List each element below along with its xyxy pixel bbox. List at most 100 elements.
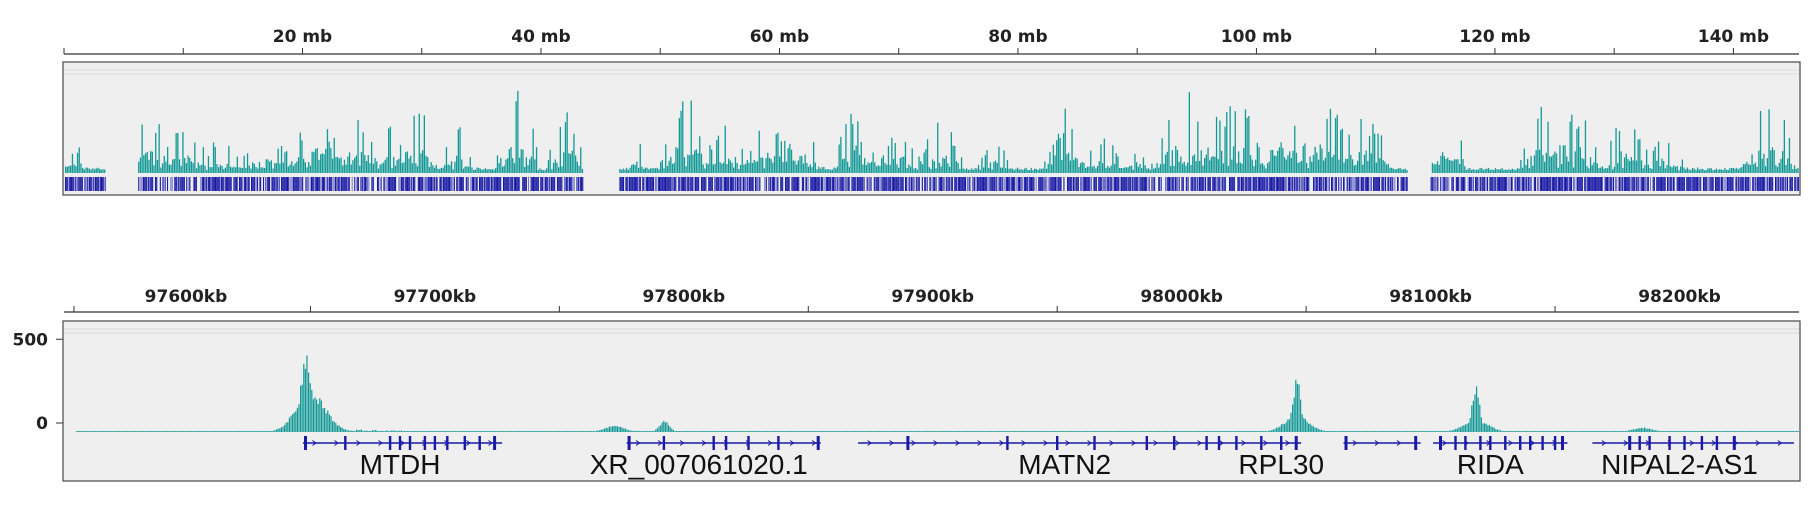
overview-signal-bar xyxy=(1564,145,1566,173)
overview-gene-mark xyxy=(1706,177,1708,191)
locus-signal-bar xyxy=(1448,430,1450,432)
overview-gene-mark xyxy=(1171,177,1173,191)
overview-gene-mark xyxy=(909,177,911,191)
overview-gene-mark xyxy=(1259,177,1261,191)
locus-signal-bar xyxy=(1636,429,1638,432)
locus-signal-bar xyxy=(1487,425,1489,432)
overview-gene-mark xyxy=(1112,177,1114,191)
locus-signal-bar xyxy=(245,431,247,432)
locus-signal-bar xyxy=(1316,427,1318,432)
locus-signal-bar xyxy=(1506,431,1508,432)
locus-signal-bar xyxy=(693,431,695,432)
overview-gene-mark xyxy=(866,177,868,191)
locus-signal-bar xyxy=(818,431,820,432)
locus-signal-bar xyxy=(1645,428,1647,432)
overview-signal-bar xyxy=(862,164,864,173)
overview-gene-mark xyxy=(998,177,1000,191)
overview-signal-bar xyxy=(1727,170,1729,173)
overview-gene-mark xyxy=(513,177,515,191)
overview-gene-mark xyxy=(463,177,464,191)
overview-signal-bar xyxy=(1105,167,1107,173)
overview-gene-mark xyxy=(873,177,875,191)
locus-signal-bar xyxy=(1364,431,1366,432)
overview-gene-mark xyxy=(348,177,350,191)
locus-signal-bar xyxy=(276,429,278,432)
locus-signal-bar xyxy=(842,431,844,432)
overview-signal-bar xyxy=(814,162,816,173)
locus-signal-bar xyxy=(1204,431,1206,432)
locus-signal-bar xyxy=(1356,431,1358,432)
overview-gene-mark xyxy=(560,177,562,191)
overview-signal-bar xyxy=(141,124,143,173)
overview-gene-mark xyxy=(921,177,923,191)
overview-signal-bar xyxy=(1455,159,1457,173)
overview-gene-mark xyxy=(516,177,518,191)
overview-signal-bar xyxy=(1533,155,1536,173)
overview-gene-mark xyxy=(1784,177,1786,191)
overview-signal-bar xyxy=(773,156,776,173)
overview-signal-bar xyxy=(1056,140,1058,173)
overview-signal-bar xyxy=(160,167,162,173)
overview-gene-mark xyxy=(1196,177,1198,191)
overview-signal-bar xyxy=(1603,168,1605,173)
locus-signal-bar xyxy=(557,431,559,432)
locus-signal-bar xyxy=(984,431,986,432)
overview-signal-bar xyxy=(1147,168,1150,173)
gene-strand-arrow xyxy=(955,440,960,446)
overview-gene-mark xyxy=(1493,177,1494,191)
overview-signal-bar xyxy=(1263,165,1265,173)
locus-signal-bar xyxy=(1754,431,1756,432)
overview-signal-bar xyxy=(1142,157,1145,173)
overview-gene-mark xyxy=(697,177,699,191)
overview-gene-mark xyxy=(1089,177,1091,191)
overview-signal-bar xyxy=(700,153,703,173)
overview-gene-mark xyxy=(1230,177,1232,191)
locus-signal-bar xyxy=(1036,431,1038,432)
locus-signal-bar xyxy=(685,431,687,432)
overview-signal-bar xyxy=(245,167,247,173)
overview-signal-bar xyxy=(219,164,221,173)
overview-signal-bar xyxy=(887,146,890,173)
locus-signal-bar xyxy=(978,431,980,432)
locus-signal-bar xyxy=(501,431,503,432)
locus-signal-bar xyxy=(407,431,409,432)
locus-signal-bar xyxy=(1312,426,1314,432)
overview-signal-bar xyxy=(1792,169,1794,173)
overview-gene-mark xyxy=(1224,177,1226,191)
overview-gene-mark xyxy=(1537,177,1539,191)
overview-signal-bar xyxy=(964,169,966,173)
overview-gene-mark xyxy=(451,177,452,191)
overview-signal-bar xyxy=(719,162,721,173)
overview-gene-mark xyxy=(1607,177,1609,191)
overview-gene-mark xyxy=(476,177,478,191)
overview-gene-mark xyxy=(1265,177,1266,191)
overview-signal-bar xyxy=(155,132,157,173)
overview-gene-mark xyxy=(1770,177,1772,191)
locus-signal-bar xyxy=(92,431,94,432)
locus-signal-bar xyxy=(804,431,806,432)
locus-signal-bar xyxy=(1202,431,1204,432)
locus-signal-bar xyxy=(1532,431,1534,432)
overview-signal-bar xyxy=(192,163,194,173)
overview-signal-bar xyxy=(355,155,357,173)
overview-gene-mark xyxy=(1686,177,1688,191)
locus-signal-bar xyxy=(1127,430,1129,432)
overview-signal-bar xyxy=(622,168,624,173)
overview-gene-mark xyxy=(651,177,653,191)
overview-gene-mark xyxy=(482,177,484,191)
overview-gene-mark xyxy=(1115,177,1117,191)
overview-gene-mark xyxy=(1317,177,1319,191)
overview-signal-bar xyxy=(1202,165,1204,173)
overview-signal-bar xyxy=(1778,162,1780,173)
overview-gene-mark xyxy=(1173,177,1175,191)
overview-gene-mark xyxy=(1433,177,1434,191)
overview-signal-bar xyxy=(1251,159,1253,173)
locus-signal-bar xyxy=(140,431,142,432)
locus-signal-bar xyxy=(932,431,934,432)
overview-gene-mark xyxy=(1074,177,1075,191)
locus-signal-bar xyxy=(1796,431,1798,432)
overview-signal-bar xyxy=(1119,168,1121,173)
gene-exon xyxy=(1519,436,1522,450)
overview-gene-mark xyxy=(483,177,485,191)
overview-gene-mark xyxy=(1644,177,1645,191)
